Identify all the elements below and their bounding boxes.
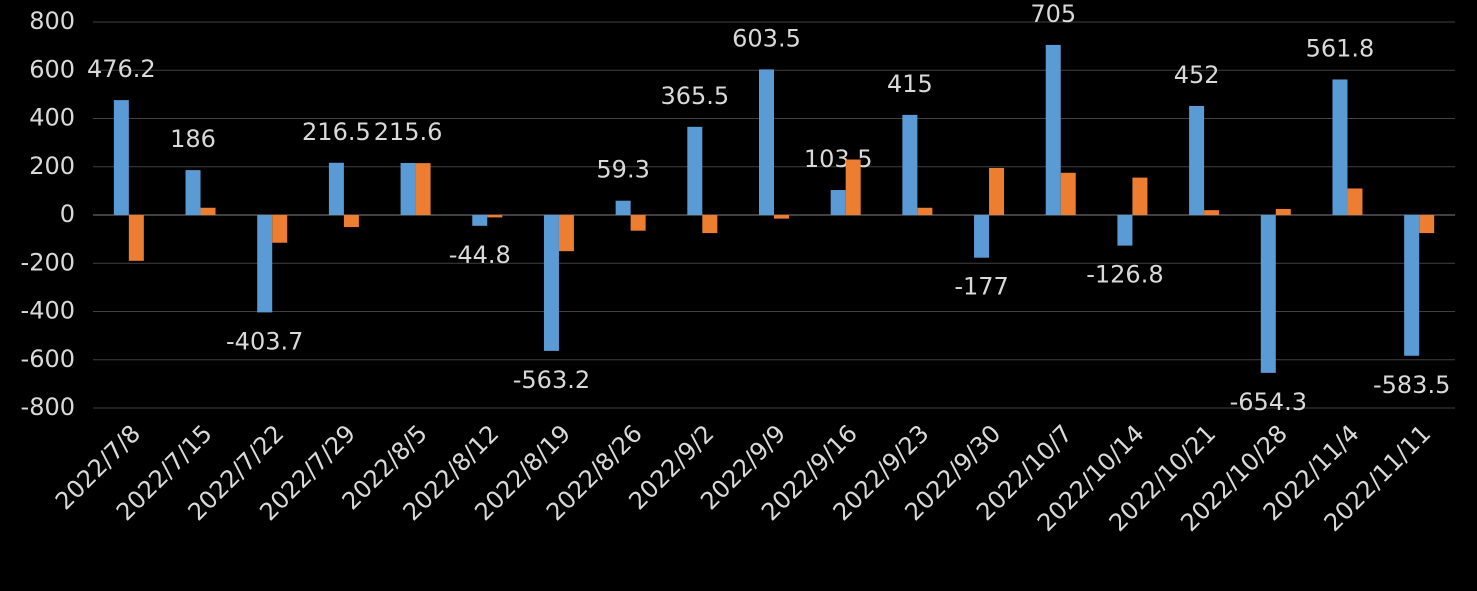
bar (415, 163, 431, 215)
data-label: -177 (954, 273, 1008, 301)
y-tick-label: -600 (21, 345, 75, 373)
bar (1132, 177, 1148, 215)
bar (1060, 172, 1076, 215)
bar (630, 215, 646, 231)
bar (687, 126, 703, 215)
y-tick-label: 200 (29, 152, 75, 180)
data-label: 365.5 (660, 82, 729, 110)
bar (902, 114, 918, 215)
bar (343, 215, 359, 228)
data-label: 215.6 (374, 118, 443, 146)
y-tick-label: 0 (60, 200, 75, 228)
data-label: 415 (887, 70, 933, 98)
y-tick-label: -200 (21, 248, 75, 276)
bar (128, 215, 144, 261)
y-tick-label: -400 (21, 297, 75, 325)
data-label: -126.8 (1086, 261, 1163, 289)
data-label: 705 (1030, 0, 1076, 28)
bar (1419, 215, 1435, 234)
bar (272, 215, 288, 243)
bar (1117, 215, 1133, 246)
data-label: 476.2 (87, 55, 156, 83)
data-label: -583.5 (1373, 371, 1450, 399)
data-label: 186 (170, 125, 216, 153)
y-tick-label: 800 (29, 7, 75, 35)
data-label: 561.8 (1306, 34, 1375, 62)
bar (257, 215, 273, 313)
y-tick-label: 400 (29, 104, 75, 132)
y-tick-label: 600 (29, 55, 75, 83)
bar (543, 215, 559, 351)
bar (1275, 208, 1291, 215)
bar (1045, 44, 1061, 216)
bar (830, 190, 846, 215)
data-label: 59.3 (596, 156, 649, 184)
bar (774, 215, 789, 219)
bar (1332, 79, 1348, 215)
bar (400, 162, 416, 215)
bar (974, 215, 990, 258)
bar (328, 162, 344, 215)
bar (113, 100, 129, 215)
bar (1189, 105, 1205, 215)
data-label: 103.5 (804, 145, 873, 173)
bar (615, 200, 631, 215)
data-label: 216.5 (302, 118, 371, 146)
bar (1404, 215, 1420, 356)
bar (702, 215, 718, 234)
data-label: 603.5 (732, 24, 801, 52)
data-label: 452 (1174, 61, 1220, 89)
bar (487, 215, 503, 218)
bar (1260, 215, 1276, 373)
bar (200, 207, 216, 215)
bar (845, 159, 861, 215)
data-label: -654.3 (1230, 388, 1307, 416)
bar (185, 170, 201, 215)
bar (558, 215, 574, 252)
bar (917, 207, 933, 215)
data-label: -44.8 (449, 241, 511, 269)
bar (1204, 210, 1220, 215)
bar (472, 215, 488, 226)
bar (759, 69, 774, 215)
bar (989, 167, 1005, 215)
y-tick-label: -800 (21, 393, 75, 421)
data-label: -403.7 (226, 327, 303, 355)
bar (1347, 188, 1363, 215)
data-label: -563.2 (513, 366, 590, 394)
